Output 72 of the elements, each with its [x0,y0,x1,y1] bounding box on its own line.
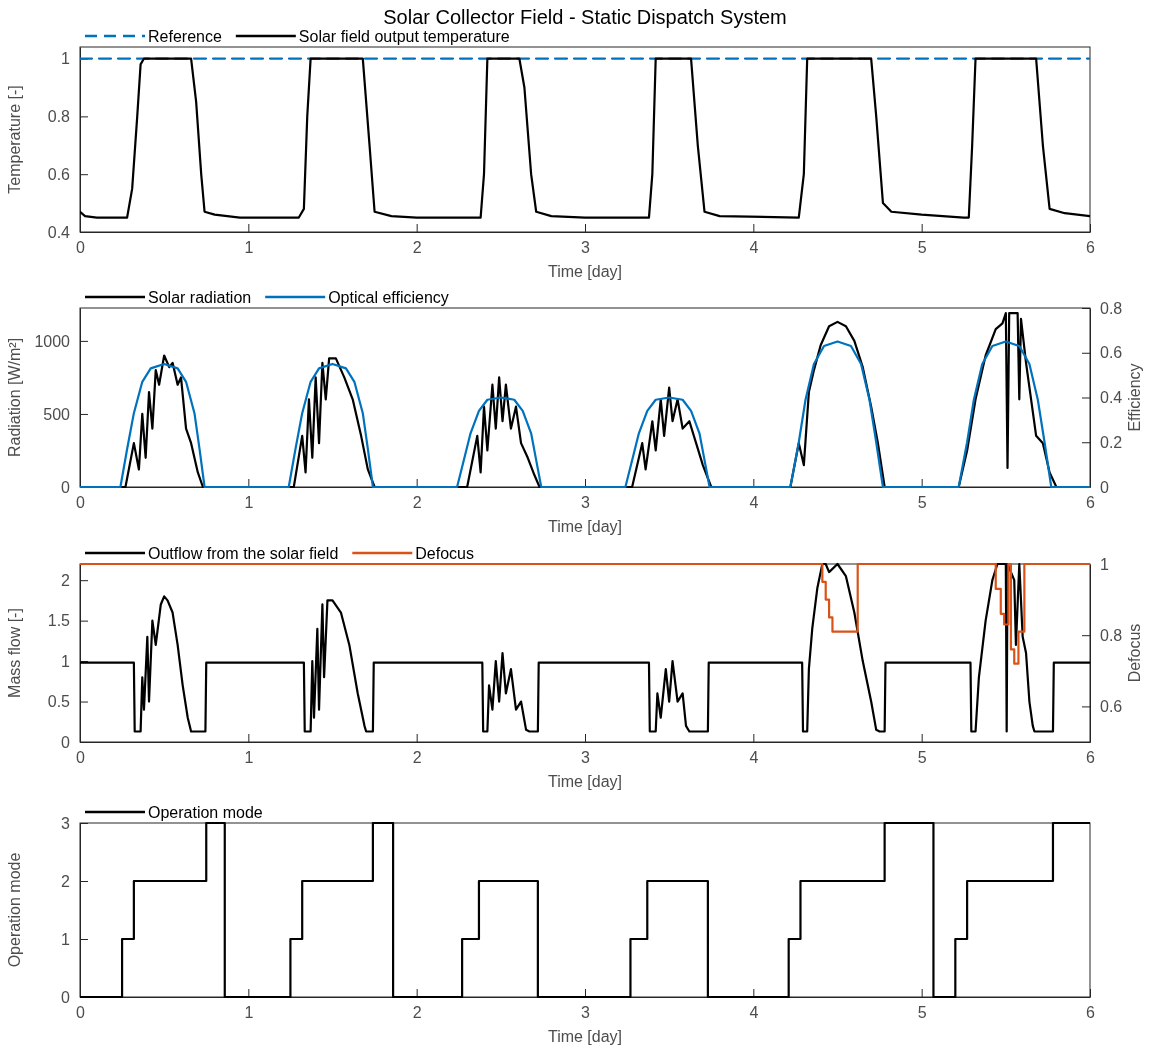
x-tick-label: 6 [1086,1004,1096,1022]
x-tick-label: 6 [1086,749,1096,767]
x-tick-label: 6 [1086,494,1096,512]
y-tick-label: 0 [61,478,71,496]
y-tick-label: 0.5 [47,693,71,711]
y2-tick-label: 0.6 [1100,698,1123,716]
x-tick-label: 4 [749,1004,759,1022]
y2-tick-label: 0.8 [1100,299,1123,317]
y-tick-label: 0 [61,733,71,751]
x-tick-label: 0 [76,1004,86,1022]
x-tick-label: 1 [244,494,254,512]
y-tick-label: 1 [61,930,71,948]
chart-title: Solar Collector Field - Static Dispatch System [383,6,787,28]
y2-tick-label: 0.8 [1100,626,1123,644]
legend-label: Optical efficiency [328,288,449,306]
y2-tick-label: 0.2 [1100,433,1123,451]
x-tick-label: 1 [244,239,254,257]
y2-tick-label: 0.4 [1100,389,1123,407]
line-series [80,562,1090,733]
y2-tick-label: 0 [1100,478,1109,496]
y-tick-label: 1 [61,50,71,68]
y2-tick-label: 1 [1100,555,1109,573]
y2-tick-label: 0.6 [1100,344,1123,362]
y-axis-title: Operation mode [6,852,23,968]
y-tick-label: 2 [61,571,71,589]
x-axis-title: Time [day] [547,773,623,790]
x-tick-label: 6 [1086,239,1096,257]
x-axis-title: Time [day] [547,263,623,280]
x-tick-label: 5 [917,749,927,767]
y-axis-title: Mass flow [-] [6,608,23,698]
line-series [80,57,1090,219]
x-tick-label: 2 [412,494,422,512]
x-tick-label: 2 [412,749,422,767]
y2-axis-title: Defocus [1126,623,1143,683]
x-axis-title: Time [day] [547,1028,623,1045]
legend-label: Defocus [415,544,474,562]
x-tick-label: 0 [76,239,86,257]
x-tick-label: 3 [581,494,591,512]
legend-label: Outflow from the solar field [148,544,339,562]
legend-label: Operation mode [148,803,263,821]
x-tick-label: 4 [749,494,759,512]
x-axis-title: Time [day] [547,518,623,535]
y-tick-label: 1000 [34,332,71,350]
x-tick-label: 3 [581,239,591,257]
legend-label: Reference [148,27,222,45]
y-tick-label: 1 [61,652,71,670]
legend-label: Solar radiation [148,288,252,306]
x-tick-label: 1 [244,749,254,767]
x-tick-label: 5 [917,1004,927,1022]
y-axis-title: Radiation [W/m²] [6,337,23,458]
y-axis-title: Temperature [-] [6,85,23,194]
x-tick-label: 5 [917,494,927,512]
x-tick-label: 2 [412,1004,422,1022]
y-tick-label: 1.5 [47,612,71,630]
x-tick-label: 3 [581,749,591,767]
y-tick-label: 2 [61,872,71,890]
y-tick-label: 500 [43,405,71,423]
x-tick-label: 4 [749,749,759,767]
y-tick-label: 0.6 [47,165,71,183]
x-tick-label: 3 [581,1004,591,1022]
x-tick-label: 5 [917,239,927,257]
x-tick-label: 0 [76,749,86,767]
y-tick-label: 0.8 [47,108,71,125]
y2-axis-title: Efficiency [1126,363,1143,432]
x-tick-label: 2 [412,239,422,257]
y-tick-label: 0 [61,988,71,1006]
y-tick-label: 3 [61,814,71,832]
x-tick-label: 1 [244,1004,254,1022]
legend-label: Solar field output temperature [298,27,510,45]
x-tick-label: 4 [749,239,759,257]
y-tick-label: 0.4 [47,223,71,241]
x-tick-label: 0 [76,494,86,512]
